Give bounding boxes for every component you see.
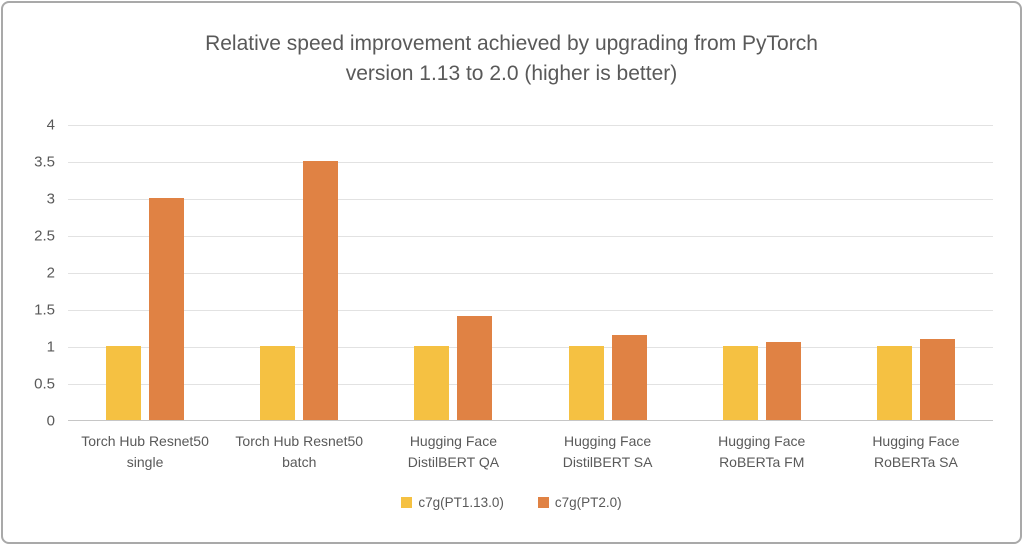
x-tick-cat5: Hugging Face RoBERTa SA [872,433,960,470]
bar-series1-cat1 [303,161,339,420]
x-tick-cat4: Hugging Face RoBERTa FM [718,433,806,470]
gridline-0.5 [68,384,993,385]
gridline-1 [68,347,993,348]
gridline-3 [68,199,993,200]
x-tick-cat1: Torch Hub Resnet50 batch [235,433,364,470]
bar-series0-cat1 [260,346,296,420]
bar-series1-cat4 [765,342,801,420]
bar-series0-cat3 [568,346,604,420]
legend: c7g(PT1.13.0) c7g(PT2.0) [3,495,1020,510]
bar-series1-cat0 [149,198,185,420]
bar-series0-cat0 [106,346,142,420]
x-tick-cat2: Hugging Face DistilBERT QA [407,433,500,470]
y-tick-2.5: 2.5 [34,227,55,245]
legend-label: c7g(PT1.13.0) [418,495,504,510]
gridline-3.5 [68,162,993,163]
bar-series0-cat5 [876,346,912,420]
x-tick-cat3: Hugging Face DistilBERT SA [562,433,653,470]
legend-item-0: c7g(PT1.13.0) [401,495,504,510]
legend-label: c7g(PT2.0) [554,495,622,510]
legend-swatch-icon [401,497,413,508]
legend-item-1: c7g(PT2.0) [537,495,622,510]
x-tick-cat0: Torch Hub Resnet50 single [81,433,209,470]
legend-swatch-icon [537,497,549,508]
bar-series0-cat4 [722,346,758,420]
chart-title: Relative speed improvement achieved by u… [205,32,818,86]
gridline-2.5 [68,236,993,237]
y-tick-4: 4 [46,116,55,134]
gridline-1.5 [68,310,993,311]
gridline-4 [68,125,993,126]
y-tick-1: 1 [46,338,55,356]
y-tick-3.5: 3.5 [34,153,55,171]
y-tick-0: 0 [46,412,55,430]
bar-series1-cat2 [457,316,493,420]
bar-series0-cat2 [414,346,450,420]
y-tick-0.5: 0.5 [34,375,55,393]
gridline-2 [68,273,993,274]
bar-series1-cat3 [611,334,647,420]
bar-series1-cat5 [919,338,955,420]
y-tick-2: 2 [46,264,55,282]
y-tick-3: 3 [46,190,55,208]
plot-area [68,125,993,421]
y-tick-1.5: 1.5 [34,301,55,319]
